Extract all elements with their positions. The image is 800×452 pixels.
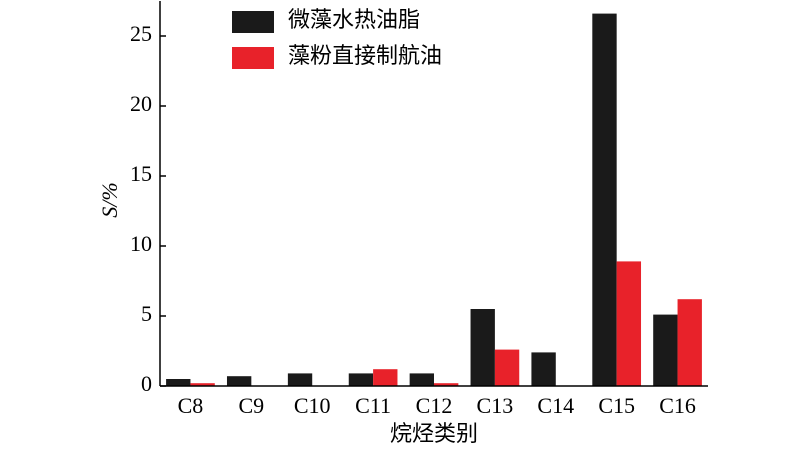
x-axis-label: 烷烃类别 (390, 421, 478, 446)
x-tick-label: C10 (294, 393, 331, 418)
bar (190, 383, 215, 386)
x-tick-label: C12 (416, 393, 453, 418)
bar (409, 373, 434, 386)
bar (226, 376, 252, 386)
bar (373, 369, 398, 386)
legend-label: 藻粉直接制航油 (288, 43, 442, 68)
legend-swatch (232, 47, 274, 69)
y-tick-label: 25 (130, 21, 152, 46)
bar (531, 352, 556, 386)
bar (470, 309, 495, 386)
x-tick-label: C9 (238, 393, 264, 418)
y-tick-label: 10 (130, 231, 152, 256)
y-tick-label: 20 (130, 91, 152, 116)
y-tick-label: 0 (141, 371, 152, 396)
legend-swatch (232, 11, 274, 33)
legend-label: 微藻水热油脂 (288, 7, 420, 32)
bar (287, 373, 313, 386)
x-tick-label: C14 (537, 393, 574, 418)
bar (494, 349, 520, 386)
bar (616, 261, 642, 386)
x-tick-label: C16 (659, 393, 696, 418)
y-tick-label: 5 (141, 301, 152, 326)
bar (653, 314, 678, 386)
x-tick-label: C13 (477, 393, 514, 418)
bar (434, 383, 459, 386)
y-tick-label: 15 (130, 161, 152, 186)
bar (348, 373, 374, 386)
y-axis-label: S/% (97, 182, 122, 217)
x-tick-label: C8 (178, 393, 204, 418)
x-tick-label: C11 (355, 393, 391, 418)
bar (677, 299, 702, 386)
bar (592, 13, 617, 386)
x-tick-label: C15 (598, 393, 635, 418)
bar (166, 379, 191, 386)
